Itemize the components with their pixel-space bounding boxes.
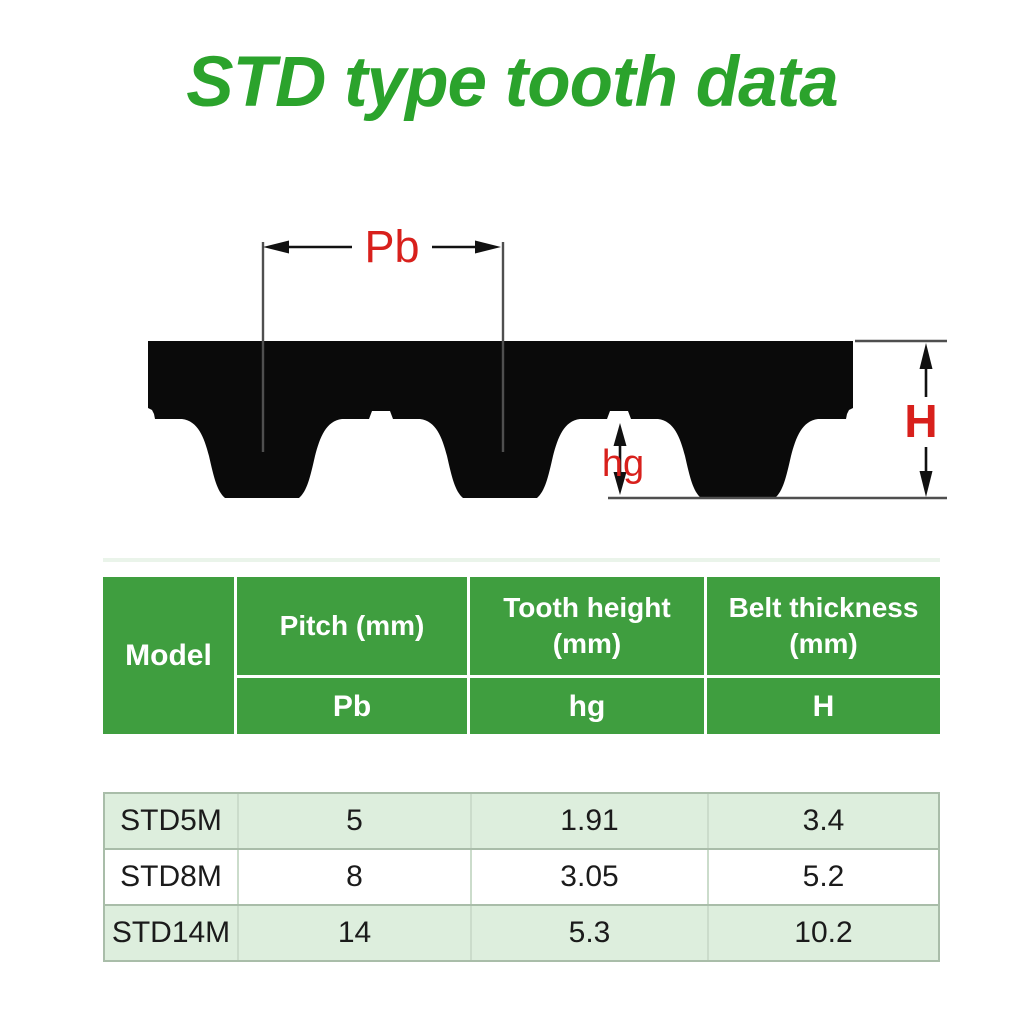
row-belt-thickness-cell: 3.4 [707, 794, 938, 848]
belt-shape [148, 341, 853, 498]
row-model-cell: STD5M [120, 804, 222, 837]
header-cell-belt-thickness: Belt thickness (mm) [707, 577, 940, 675]
table-row: STD14M 14 5.3 10.2 [105, 904, 938, 960]
row-belt-thickness-cell: 10.2 [707, 906, 938, 960]
table-row: STD8M 8 3.05 5.2 [105, 848, 938, 904]
hg-label: hg [602, 443, 644, 485]
subheader-cell-pb: Pb [237, 678, 467, 734]
table-top-strip [103, 558, 940, 562]
subheader-cell-h: H [707, 678, 940, 734]
page-title: STD type tooth data [186, 43, 839, 122]
h-arrow-down [919, 447, 933, 497]
pb-label: Pb [364, 221, 419, 272]
row-tooth-height-cell: 5.3 [470, 906, 707, 960]
row-tooth-height-cell: 3.05 [470, 850, 707, 904]
hg-arrow [613, 423, 627, 495]
header-cell-tooth-height: Tooth height (mm) [470, 577, 704, 675]
row-model-cell: STD14M [111, 916, 231, 949]
h-label: H [904, 395, 937, 447]
row-model-cell: STD8M [120, 860, 222, 893]
spec-table-body: STD5M 5 1.91 3.4 STD8M 8 3.05 5.2 STD14M… [103, 792, 940, 962]
row-pitch-cell: 14 [237, 906, 470, 960]
row-tooth-height-cell: 1.91 [470, 794, 707, 848]
row-belt-thickness-cell: 5.2 [707, 850, 938, 904]
spec-table-header: Model Pitch (mm) Tooth height (mm) Belt … [103, 577, 940, 734]
header-cell-model: Model [103, 577, 234, 734]
row-pitch-cell: 8 [237, 850, 470, 904]
h-arrow-up [919, 343, 933, 397]
row-pitch-cell: 5 [237, 794, 470, 848]
subheader-cell-hg: hg [470, 678, 704, 734]
pb-arrow-left [263, 240, 352, 254]
pb-arrow-right [432, 240, 501, 254]
table-row: STD5M 5 1.91 3.4 [105, 794, 938, 848]
header-cell-pitch: Pitch (mm) [237, 577, 467, 675]
